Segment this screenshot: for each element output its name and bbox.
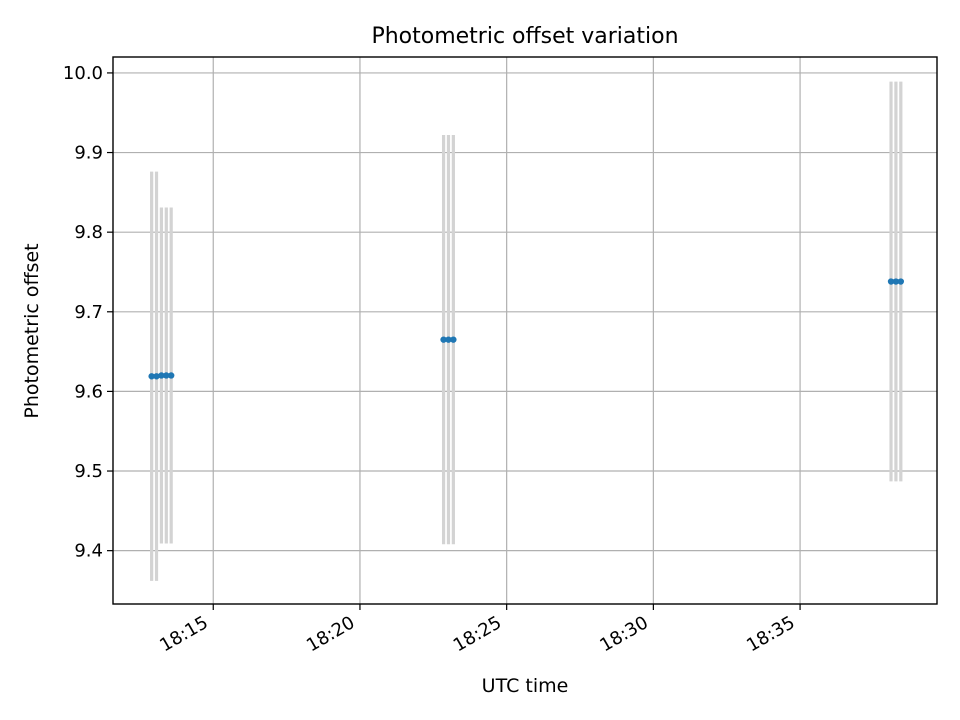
data-point (897, 278, 905, 285)
y-tick-label: 10.0 (63, 63, 103, 84)
data-point (440, 336, 447, 343)
error-bars (150, 81, 903, 581)
chart-title: Photometric offset variation (371, 24, 678, 49)
y-tick-label: 9.5 (74, 461, 103, 482)
y-axis-label: Photometric offset (21, 243, 43, 418)
x-tick-label: 18:30 (596, 612, 651, 656)
data-point (148, 373, 155, 380)
data-point (167, 372, 175, 379)
data-point (450, 336, 457, 343)
data-point (892, 278, 900, 285)
data-point (158, 372, 165, 379)
y-tick-label: 9.6 (74, 381, 103, 402)
y-tick-label: 9.8 (74, 222, 103, 243)
data-point (445, 336, 452, 343)
x-tick-label: 18:15 (156, 612, 211, 656)
x-tick-label: 18:25 (450, 612, 505, 656)
axis-ticks: 18:15 18:20 18:25 18:30 18:35 9.4 9.5 9.6 9.7 9.8… (63, 63, 801, 656)
grid (113, 57, 937, 604)
y-tick-label: 9.9 (74, 143, 103, 164)
y-tick-label: 9.4 (74, 541, 103, 562)
x-axis-label: UTC time (482, 675, 569, 697)
plot-frame (112, 56, 938, 605)
x-tick-label: 18:35 (743, 612, 798, 656)
data-point (887, 278, 895, 285)
y-tick-label: 9.7 (74, 302, 103, 323)
data-point (153, 373, 160, 380)
data-points (148, 278, 905, 380)
data-point (163, 372, 170, 379)
x-tick-label: 18:20 (303, 612, 358, 656)
